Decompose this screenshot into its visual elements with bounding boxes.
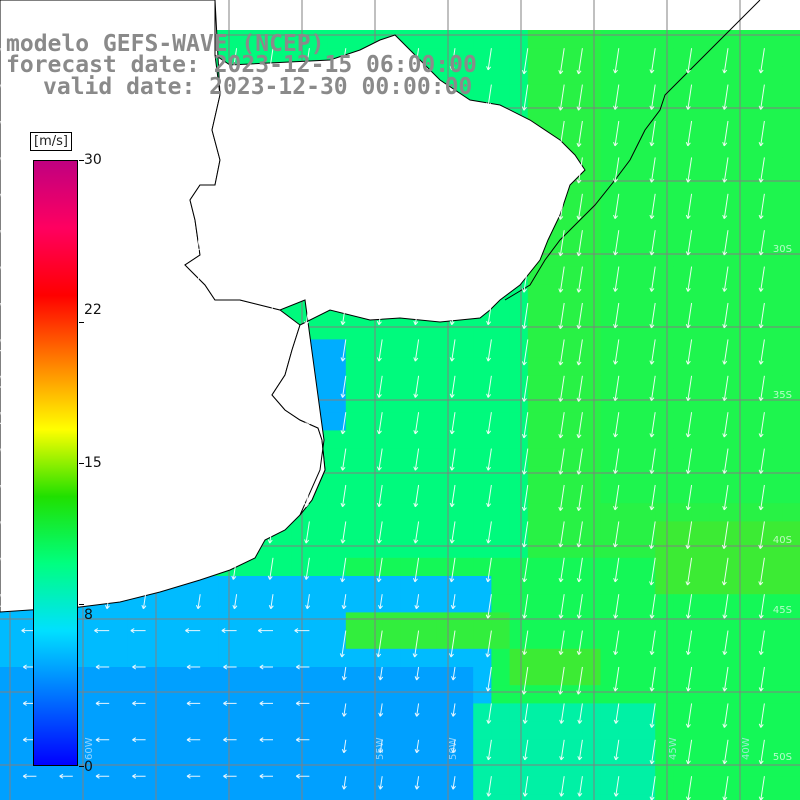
colorbar-tick: 30 — [84, 152, 102, 168]
colorbar-tickmark — [79, 321, 84, 323]
lat-label: 45S — [772, 605, 792, 616]
coastline-north — [184, 0, 586, 516]
colorbar-tick: 22 — [84, 302, 102, 318]
title-valid-date: valid date: 2023-12-30 00:00:00 — [43, 74, 473, 100]
colorbar-tick: 0 — [84, 759, 93, 775]
lon-label: 55W — [375, 737, 386, 760]
lat-label: 40S — [772, 535, 792, 546]
lat-label: 50S — [772, 752, 792, 763]
lat-label: 35S — [772, 390, 792, 401]
colorbar — [33, 160, 78, 766]
colorbar-tickmark — [79, 463, 84, 464]
colorbar-tickmark — [79, 766, 84, 767]
colorbar-tickmark — [79, 160, 84, 161]
lon-label: 45W — [668, 737, 679, 760]
colorbar-tickmark — [79, 604, 84, 606]
lon-label: 60W — [84, 737, 95, 760]
colorbar-tick: 8 — [84, 607, 93, 623]
lat-label: 30S — [772, 244, 792, 255]
coastline-east — [504, 0, 761, 301]
colorbar-tick: 15 — [84, 455, 102, 471]
title-forecast-date: forecast date: 2023-12-15 06:00:00 — [6, 52, 477, 78]
lon-label: 40W — [741, 737, 752, 760]
lon-label: 50W — [448, 737, 459, 760]
title-model: modelo GEFS-WAVE (NCEP) — [6, 31, 325, 57]
colorbar-unit: [m/s] — [30, 132, 72, 151]
